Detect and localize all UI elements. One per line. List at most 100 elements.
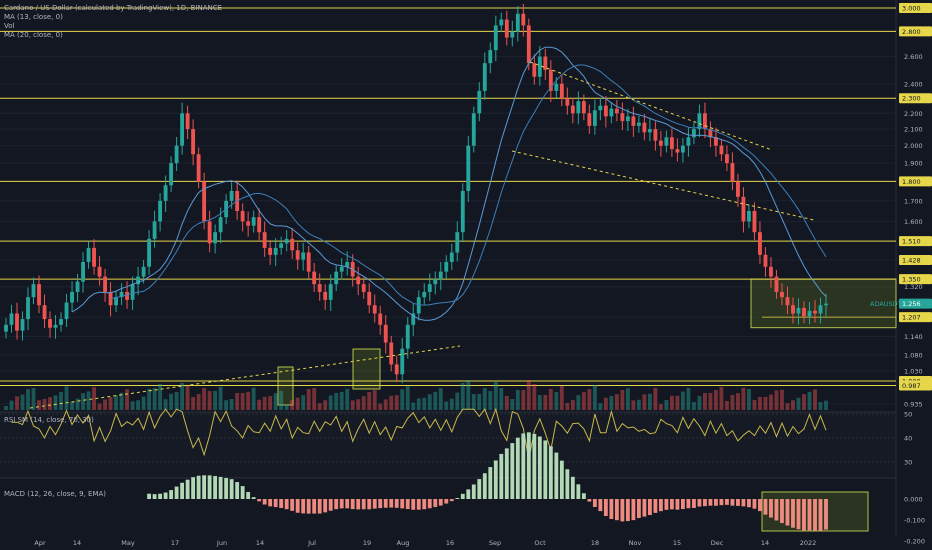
candle-body: [614, 108, 619, 114]
candle-body: [158, 200, 163, 222]
volume-bar: [521, 390, 526, 410]
volume-bar: [647, 393, 652, 410]
volume-bar: [356, 399, 361, 410]
volume-bar: [438, 388, 443, 410]
volume-bar: [427, 394, 432, 410]
volume-bar: [284, 404, 289, 410]
macd-bar: [620, 499, 625, 522]
volume-bar: [42, 399, 47, 410]
candle-body: [53, 324, 58, 328]
price-tag-label: 1.510: [902, 238, 921, 246]
candle-body: [163, 185, 168, 201]
macd-bar: [356, 499, 361, 510]
candle-body: [554, 83, 559, 91]
price-tag-label: 2.800: [902, 28, 921, 36]
price-tag-label: 1.800: [902, 178, 921, 186]
date-tick: 19: [363, 539, 371, 547]
volume-bar: [774, 390, 779, 410]
candle-body: [290, 238, 295, 251]
volume-bar: [785, 403, 790, 410]
candle-body: [103, 276, 107, 292]
candle-body: [31, 284, 36, 298]
candle-body: [664, 137, 669, 146]
macd-bar: [614, 499, 619, 521]
time-axis[interactable]: Apr 14 May 17 Jun 14 Jul 19 Aug 16 Sep Oct 18 Nov 15 De…: [34, 539, 816, 547]
volume-bar: [158, 384, 163, 410]
volume-bar: [499, 388, 504, 410]
candle-body: [691, 129, 696, 138]
candle-body: [15, 313, 19, 331]
candle-body: [669, 137, 674, 150]
volume-bar: [97, 403, 102, 410]
candle-body: [521, 13, 526, 26]
macd-bar: [802, 499, 806, 531]
volume-bar: [493, 382, 498, 410]
macd-bar: [372, 499, 377, 509]
macd-bar: [686, 499, 691, 509]
macd-bar: [664, 499, 669, 510]
candle-body: [301, 252, 306, 260]
volume-bar: [26, 389, 30, 410]
macd-bar: [411, 499, 416, 510]
candle-body: [449, 252, 454, 262]
macd-bar: [246, 492, 251, 499]
macd-bar: [598, 499, 603, 512]
volume-bar: [680, 391, 685, 410]
volume-bar: [802, 394, 806, 410]
macd-bar: [691, 499, 696, 508]
date-tick: Apr: [34, 539, 46, 547]
candle-body: [213, 232, 218, 244]
date-tick: 15: [673, 539, 681, 547]
date-tick: May: [121, 539, 135, 547]
candle-body: [769, 266, 773, 277]
price-tick: 2.200: [904, 110, 923, 118]
volume-bar: [317, 403, 322, 410]
candle-body: [598, 105, 603, 111]
rsi-pane: [0, 412, 896, 478]
macd-bar: [576, 484, 581, 499]
candle-body: [493, 25, 498, 51]
volume-bar: [581, 392, 586, 410]
candle-body: [383, 324, 388, 343]
macd-bar: [191, 477, 196, 499]
macd-bar: [345, 499, 350, 509]
volume-bar: [719, 387, 724, 410]
volume-bar: [180, 383, 185, 410]
macd-bar: [273, 499, 278, 508]
price-tick: 1.900: [904, 160, 923, 168]
candle-body: [356, 276, 361, 285]
candle-body: [758, 232, 762, 255]
volume-bar: [4, 406, 8, 410]
candle-body: [680, 145, 685, 153]
candle-body: [543, 56, 548, 70]
volume-bar: [323, 400, 328, 410]
macd-bar: [725, 499, 729, 505]
candle-body: [482, 63, 487, 91]
price-tick: 2.400: [904, 80, 923, 88]
macd-bar: [791, 499, 795, 528]
volume-bar: [609, 396, 614, 410]
macd-bar: [565, 469, 570, 499]
candle-body: [130, 284, 135, 300]
price-axis[interactable]: 0.935 1.030 1.080 1.140 1.207 1.320 1.428 1.510…: [870, 3, 932, 545]
macd-bar: [405, 499, 410, 510]
volume-bar: [444, 401, 449, 410]
macd-bar: [158, 493, 163, 499]
volume-bar: [697, 396, 702, 410]
volume-bar: [691, 402, 696, 410]
highlight-box: [277, 366, 294, 406]
volume-bar: [136, 400, 141, 410]
volume-bar: [361, 396, 366, 410]
candle-body: [592, 110, 597, 126]
volume-bar: [59, 391, 63, 410]
date-tick: 16: [446, 539, 454, 547]
volume-bar: [807, 391, 812, 410]
macd-bar: [647, 499, 652, 516]
macd-bar: [224, 477, 229, 499]
macd-bar: [603, 499, 608, 517]
candle-body: [26, 297, 30, 320]
volume-bar: [703, 393, 707, 410]
volume-bar: [411, 402, 416, 410]
candle-body: [119, 291, 124, 298]
